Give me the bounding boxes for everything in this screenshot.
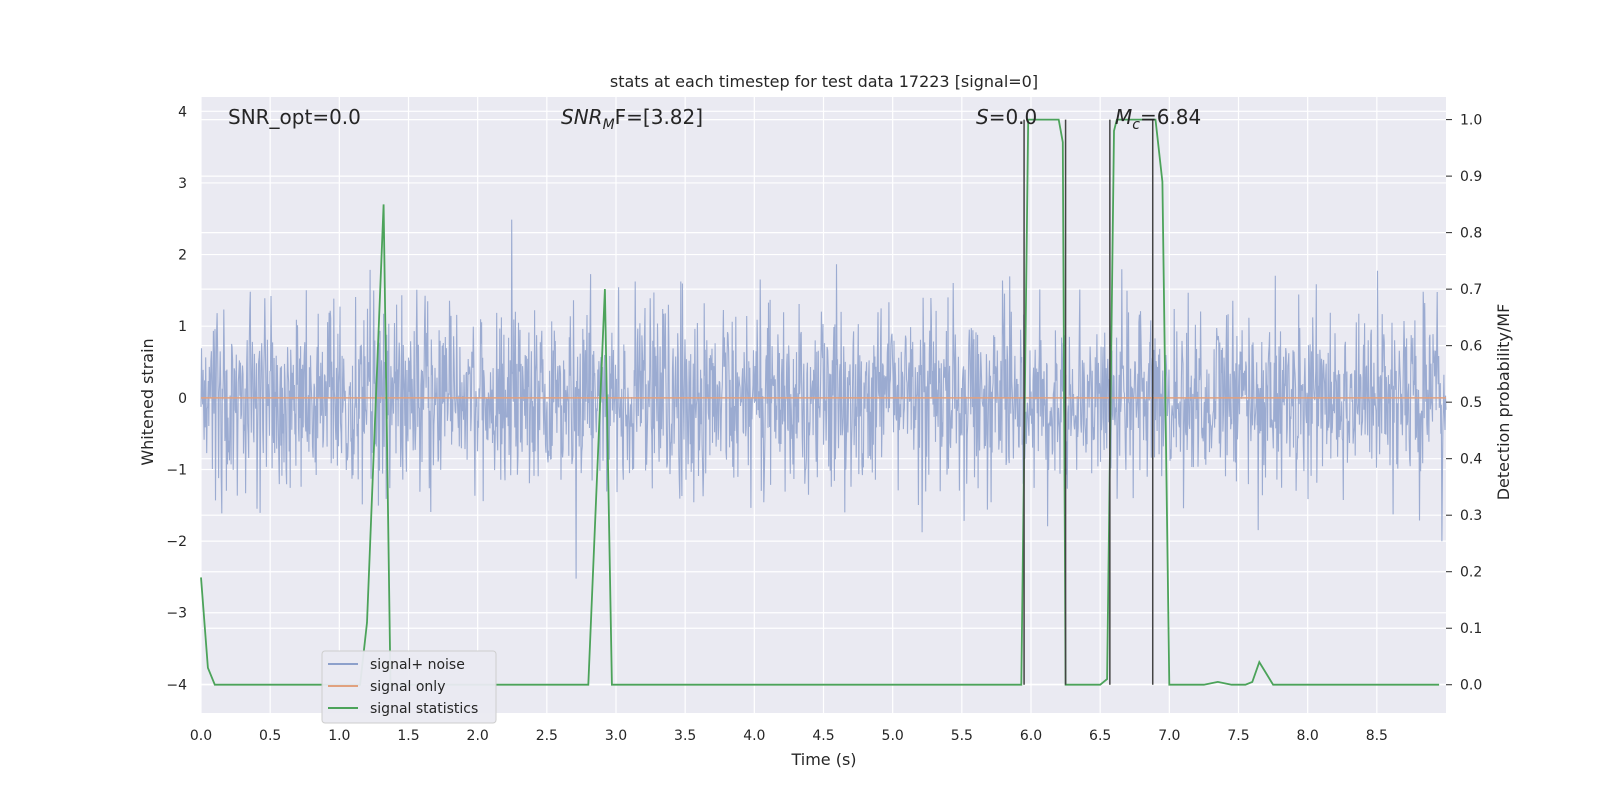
y-right-tick-label: 0.7 bbox=[1460, 282, 1482, 298]
x-tick-label: 7.0 bbox=[1158, 728, 1180, 744]
legend-label-statistics: signal statistics bbox=[370, 701, 478, 717]
y-axis-label-left: Whitened strain bbox=[138, 338, 157, 465]
y-right-tick-label: 0.3 bbox=[1460, 508, 1482, 524]
x-tick-label: 0.0 bbox=[190, 728, 212, 744]
y-right-tick-label: 0.2 bbox=[1460, 565, 1482, 581]
x-axis-label: Time (s) bbox=[790, 750, 856, 769]
x-tick-label: 1.5 bbox=[397, 728, 419, 744]
y-left-tick-label: 4 bbox=[178, 104, 187, 120]
annotation-s-stat: S=0.0 bbox=[976, 105, 1037, 129]
y-right-tick-label: 0.8 bbox=[1460, 226, 1482, 242]
annotation-mc: Mc=6.84 bbox=[1115, 105, 1201, 133]
y-right-tick-label: 0.9 bbox=[1460, 169, 1482, 185]
y-left-tick-label: −2 bbox=[166, 534, 187, 550]
x-tick-label: 6.5 bbox=[1089, 728, 1111, 744]
y-right-tick-label: 0.0 bbox=[1460, 678, 1482, 694]
y-right-tick-label: 0.4 bbox=[1460, 452, 1482, 468]
annotation-snr-mf: SNRMF=[3.82] bbox=[561, 105, 703, 133]
x-tick-label: 1.0 bbox=[328, 728, 350, 744]
y-left-tick-label: 0 bbox=[178, 391, 187, 407]
y-left-tick-label: −4 bbox=[166, 677, 187, 693]
x-tick-label: 2.5 bbox=[536, 728, 558, 744]
y-left-tick-label: 2 bbox=[178, 248, 187, 264]
x-tick-label: 5.0 bbox=[882, 728, 904, 744]
y-left-tick-label: 1 bbox=[178, 319, 187, 335]
series-signal-plus-noise bbox=[200, 219, 1447, 579]
x-tick-label: 2.0 bbox=[467, 728, 489, 744]
x-tick-label: 3.5 bbox=[674, 728, 696, 744]
x-tick-label: 5.5 bbox=[951, 728, 973, 744]
x-tick-label: 4.5 bbox=[812, 728, 834, 744]
legend-box bbox=[321, 650, 497, 724]
x-tick-label: 8.5 bbox=[1366, 728, 1388, 744]
y-left-tick-label: −1 bbox=[166, 462, 187, 478]
legend-label-noise: signal+ noise bbox=[370, 657, 465, 673]
x-tick-label: 0.5 bbox=[259, 728, 281, 744]
y-right-tick-label: 0.1 bbox=[1460, 621, 1482, 637]
y-axis-label-right: Detection probability/MF bbox=[1494, 304, 1513, 501]
chart-title: stats at each timestep for test data 172… bbox=[610, 72, 1038, 91]
x-tick-label: 7.5 bbox=[1227, 728, 1249, 744]
svg-text:SNRMF=[3.82]: SNRMF=[3.82] bbox=[561, 105, 703, 133]
x-tick-label: 4.0 bbox=[743, 728, 765, 744]
x-tick-label: 8.0 bbox=[1297, 728, 1319, 744]
y-right-tick-label: 1.0 bbox=[1460, 113, 1482, 129]
x-tick-label: 6.0 bbox=[1020, 728, 1042, 744]
y-left-tick-label: 3 bbox=[178, 176, 187, 192]
svg-text:Mc=6.84: Mc=6.84 bbox=[1115, 105, 1201, 133]
y-right-tick-label: 0.5 bbox=[1460, 395, 1482, 411]
legend: signal+ noise signal only signal statist… bbox=[321, 650, 497, 724]
svg-text:S=0.0: S=0.0 bbox=[976, 105, 1037, 129]
legend-label-signal-only: signal only bbox=[370, 679, 445, 695]
y-right-tick-label: 0.6 bbox=[1460, 339, 1482, 355]
y-left-tick-label: −3 bbox=[166, 606, 187, 622]
x-tick-label: 3.0 bbox=[605, 728, 627, 744]
annotation-snr-opt: SNR_opt=0.0 bbox=[228, 105, 361, 129]
